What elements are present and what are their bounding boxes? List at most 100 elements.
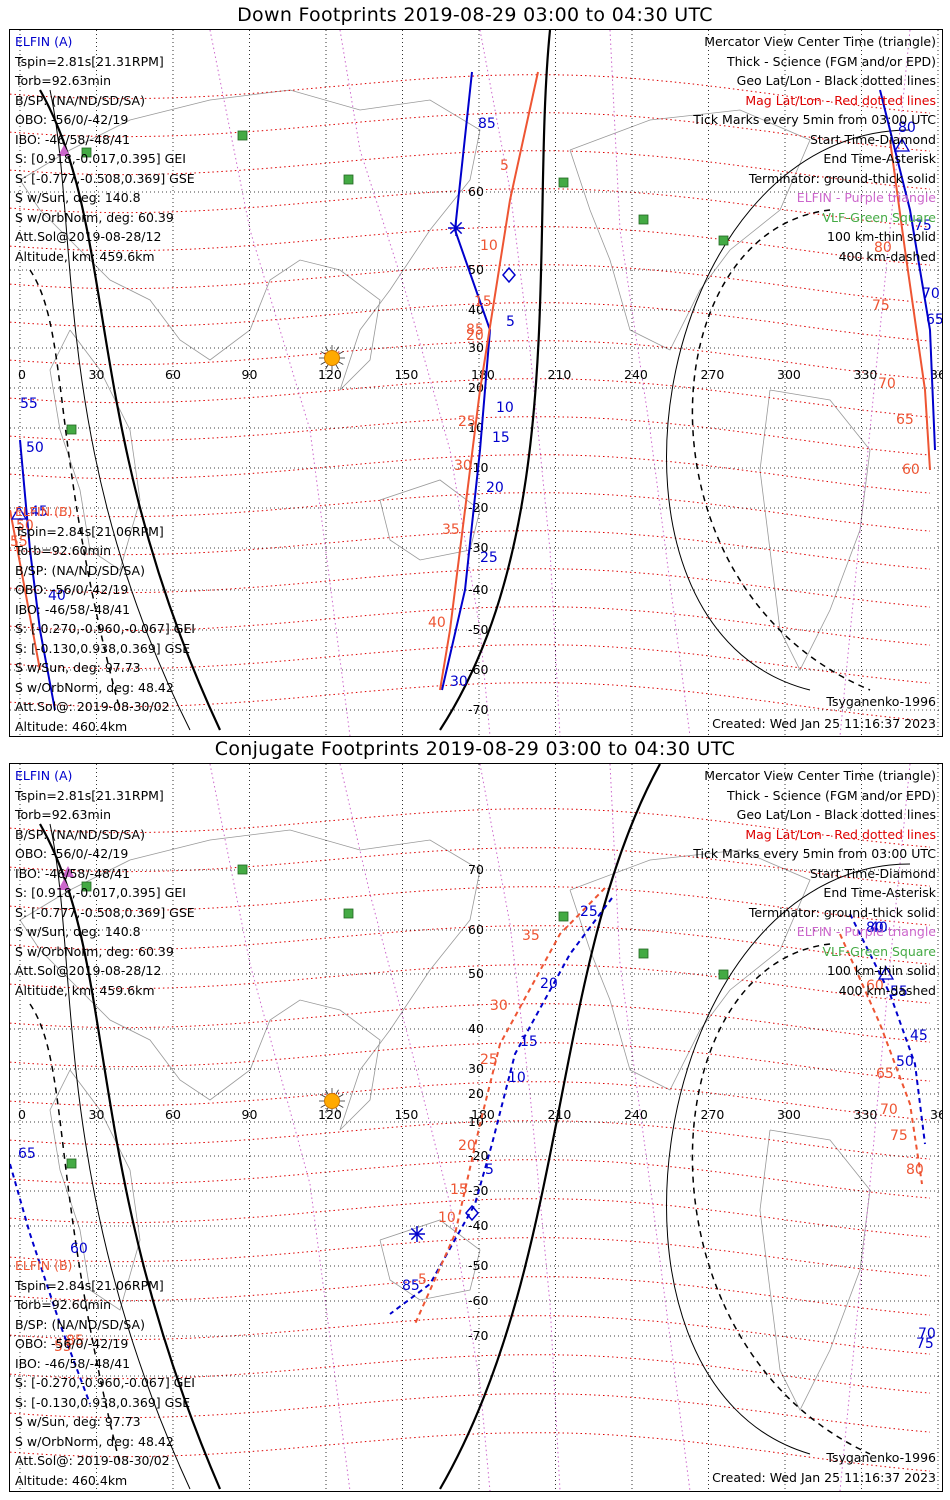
legend-item: Thick - Science (FGM and/or EPD) [727,53,936,69]
start-time-diamond [502,266,516,284]
mag-lat-line [10,416,931,456]
sat-b-maglat-label: 55 [10,534,28,550]
info-line: Tspin=2.81s[21.31RPM] [15,787,164,803]
lon-tick-label: 150 [395,367,419,382]
sat-b-maglat-label: 85 [66,1333,84,1349]
sat-b-minute-label: 30 [454,458,472,474]
info-line: Tspin=2.84s[21.06RPM] [15,1277,164,1293]
mag-lat-line [10,644,931,684]
legend-item: Start Time-Diamond [809,131,936,147]
vlf-station-square [343,908,354,919]
mag-lat-line [10,886,931,926]
mag-lat-line [10,1003,931,1043]
mag-lat-line [10,847,931,887]
sat-a-maglat-label: 80 [866,920,884,936]
legend-item: Mag Lat/Lon - Red dotted lines [745,92,936,108]
info-line: S w/Sun, deg: 140.8 [15,924,141,939]
sat-a-maglat-label: 50 [26,440,44,456]
sat-b-maglat-label: 80 [906,1162,924,1178]
info-line: S w/Sun, deg: 97.73 [15,1414,141,1429]
lat-tick-label: -60 [468,1293,488,1308]
lon-tick-label: 300 [777,367,801,382]
sat-b-maglat-label: 60 [902,462,920,478]
sat-a-left-track [19,439,56,711]
mag-lat-line [10,808,931,848]
sat-a-maglat-label: 85 [478,116,496,132]
sat-b-maglat-label: 75 [890,1128,908,1144]
sat-a-minute-label: 15 [520,1034,538,1050]
mag-lat-line [10,1120,931,1160]
sat-b-maglat-label: 50 [16,518,34,534]
lat-tick-label: 60 [468,184,484,199]
info-line: Altitude: 460.4km [15,1472,128,1488]
legend-item: VLF-Green Square [822,209,936,225]
sat-a-label: ELFIN (A) [15,34,73,49]
legend-item: 400 km-dashed [838,982,936,998]
sat-a-maglat-label: 40 [48,588,66,604]
info-line: B/SP: (NA/ND/SD/SA) [15,1316,145,1332]
sat-b-minute-label: 10 [438,1210,456,1226]
mag-lat-line [10,606,931,646]
info-line: B/SP: (NA/ND/SD/SA) [15,92,145,108]
info-line: S: [-0.270,-0.960,-0.067] GEI [15,1375,195,1390]
sun-icon [324,1093,340,1109]
sat-b-minute-label: 30 [490,998,508,1014]
mag-lon-line [609,764,691,1491]
info-line: Torb=92.63min [15,73,112,88]
coastline [49,329,141,571]
sat-a-down-track [441,71,492,691]
sat-a-maglat-label: 85 [402,1278,420,1294]
legend-item: 100 km-thin solid [827,229,936,244]
legend-item: Thick - Science (FGM and/or EPD) [727,787,936,803]
sat-a-maglat-label: 55 [890,984,908,1000]
sat-b-maglat-label: 70 [878,376,896,392]
info-line: S w/Sun, deg: 140.8 [15,190,141,205]
lat-tick-label: 40 [468,1021,484,1036]
sat-a-maglat-label: 75 [914,218,932,234]
sat-a-maglat-label: 70 [918,1326,936,1342]
sat-a-maglat-label: 75 [916,1336,934,1352]
info-line: Tspin=2.81s[21.31RPM] [15,53,164,69]
lat-tick-label: -30 [468,540,488,555]
lon-tick-label: 90 [242,367,258,382]
info-line: S: [-0.777,-0.508,0.369] GSE [15,904,195,920]
info-line: B/SP: (NA/ND/SD/SA) [15,826,145,842]
sat-b-maglat-label: 80 [874,240,892,256]
sat-b-minute-label: 35 [442,522,460,538]
sat-b-info-block: ELFIN (B) Tspin=2.84s[21.06RPM] Torb=92.… [15,502,195,736]
sat-a-minute-label: 10 [508,1070,526,1086]
mag-lat-line [10,925,931,965]
sat-a-minute-label: 5 [485,1162,494,1178]
sat-a-info-block: ELFIN (A) Tspin=2.81s[21.31RPM] Torb=92.… [15,766,195,1000]
sat-b-info-block: ELFIN (B) Tspin=2.84s[21.06RPM] Torb=92.… [15,1256,195,1490]
elfin-purple-triangle [62,866,74,877]
terminator-line [691,209,871,691]
sat-a-maglat-label: 65 [18,1146,36,1162]
down-footprints-panel: 0306090120150180210240270300330360605040… [9,29,943,737]
sat-b-minute-label: 20 [466,328,484,344]
end-time-asterisk [410,1227,424,1241]
sat-b-minute-label: 10 [480,238,498,254]
info-line: OBO: -56/0/-42/19 [15,846,129,861]
coastline [569,849,811,1091]
lon-tick-label: 330 [854,1107,878,1122]
vlf-station-square [718,235,729,246]
mag-lon-line [609,30,691,736]
info-line: IBO: -46/58/-48/41 [15,601,131,617]
legend-item: Start Time-Diamond [809,865,936,881]
lon-tick-label: 30 [89,367,105,382]
mag-lat-line [10,1198,931,1238]
sat-a-maglat-label: 55 [20,396,38,412]
sat-b-left-track [10,509,41,671]
legend-item: End Time-Asterisk [823,885,936,900]
mag-lat-line [10,226,931,266]
mag-lat-line [10,378,931,418]
vlf-station-square [343,174,354,185]
sat-b-maglat-label: 55 [54,1339,72,1355]
sat-b-minute-label: 25 [480,1052,498,1068]
lat-tick-label: -70 [468,1328,488,1343]
sat-b-maglat-label: 65 [896,412,914,428]
sat-a-right-conj-track [849,913,926,1145]
sat-a-maglat-label: 80 [898,120,916,136]
mag-lat-line [10,188,931,228]
